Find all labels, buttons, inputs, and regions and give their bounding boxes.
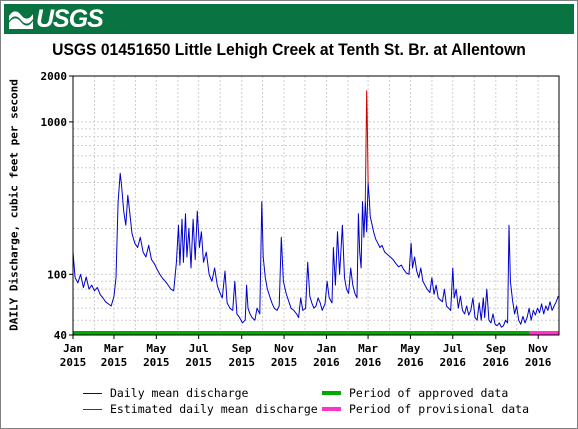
chart-title: USGS 01451650 Little Lehigh Creek at Ten… (52, 40, 526, 59)
x-tick-month-label: Sep (232, 342, 252, 355)
approval-bar (529, 331, 559, 335)
legend-approved: Period of approved data (322, 386, 508, 400)
x-tick-month-label: Jul (443, 342, 463, 355)
x-tick-year-label: 2015 (271, 356, 298, 369)
x-tick-month-label: Jul (189, 342, 209, 355)
approval-bar (73, 331, 530, 335)
x-tick-month-label: Mar (104, 342, 124, 355)
x-tick-year-label: 2016 (525, 356, 552, 369)
x-tick-year-label: 2015 (185, 356, 212, 369)
x-tick-month-label: May (146, 342, 166, 355)
legend-provisional: Period of provisional data (322, 402, 529, 416)
x-tick-month-label: Mar (358, 342, 378, 355)
x-tick-year-label: 2015 (143, 356, 170, 369)
x-tick-month-label: Jan (63, 342, 83, 355)
legend-approved-swatch (322, 391, 341, 395)
x-tick-year-label: 2016 (355, 356, 382, 369)
x-tick-month-label: Nov (274, 342, 294, 355)
legend-provisional-label: Period of provisional data (349, 402, 530, 416)
legend-daily-mean-swatch (83, 392, 102, 394)
x-tick-month-label: Nov (528, 342, 548, 355)
x-tick-year-label: 2015 (60, 356, 87, 369)
daily-mean-line (72, 172, 559, 328)
legend-provisional-swatch (322, 407, 341, 411)
x-tick-month-label: Sep (486, 342, 506, 355)
usgs-banner: USGS (4, 4, 574, 34)
x-tick-year-label: 2015 (101, 356, 128, 369)
plot-border (72, 75, 560, 336)
x-tick-month-label: May (400, 342, 420, 355)
x-tick-month-label: Jan (316, 342, 336, 355)
x-tick-year-label: 2016 (440, 356, 467, 369)
legend-approved-label: Period of approved data (349, 386, 509, 400)
usgs-logo[interactable]: USGS (8, 4, 104, 33)
usgs-logo-text: USGS (36, 4, 104, 33)
legend-estimated: Estimated daily mean discharge (83, 402, 318, 416)
legend-daily-mean-label: Daily mean discharge (110, 386, 249, 400)
approval-bars (73, 331, 559, 335)
legend-daily-mean: Daily mean discharge (83, 386, 248, 400)
x-tick-year-label: 2016 (483, 356, 510, 369)
y-tick-label: 2000 (41, 70, 68, 83)
series (72, 90, 559, 328)
usgs-logo-icon (9, 11, 33, 29)
x-tick-year-label: 2016 (397, 356, 424, 369)
x-tick-year-label: 2016 (313, 356, 340, 369)
estimated-line (364, 90, 369, 202)
y-tick-label: 100 (47, 268, 67, 281)
y-tick-label: 1000 (41, 116, 68, 129)
y-tick-label: 40 (54, 329, 67, 342)
axis-ticks: 4010010002000Jan2015Mar2015May2015Jul201… (41, 70, 552, 369)
legend-estimated-swatch (83, 408, 102, 410)
x-tick-year-label: 2015 (228, 356, 255, 369)
legend-estimated-label: Estimated daily mean discharge (110, 402, 318, 416)
grid (73, 76, 559, 335)
